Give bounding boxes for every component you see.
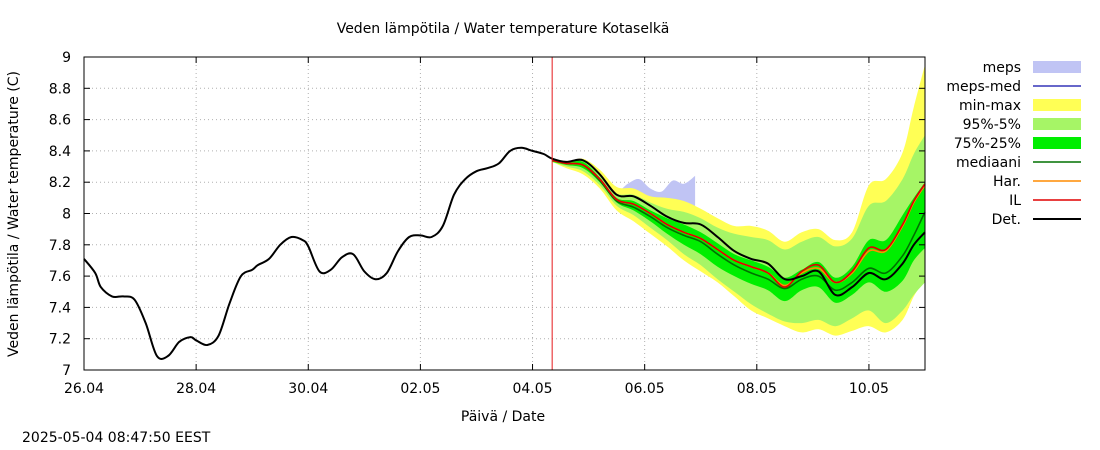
y-axis-ticks: 7 7.2 7.4 7.6 7.8 8 8.2 8.4 8.6 8.8 9 <box>49 50 925 379</box>
x-tick-label: 28.04 <box>176 381 216 397</box>
x-axis-ticks: 26.04 28.04 30.04 02.05 04.05 06.05 08.05 10.05 <box>64 57 889 397</box>
legend-label: 75%-25% <box>954 136 1021 152</box>
x-tick-label: 06.05 <box>625 381 665 397</box>
chart-title: Veden lämpötila / Water temperature Kota… <box>337 21 670 37</box>
series-line-mediaani <box>552 159 926 292</box>
y-tick-label: 7.4 <box>49 300 71 316</box>
series-band-75-25 <box>552 160 925 303</box>
legend-label: IL <box>1009 193 1021 209</box>
x-tick-label: 26.04 <box>64 381 104 397</box>
x-tick-label: 04.05 <box>512 381 552 397</box>
x-tick-label: 30.04 <box>288 381 328 397</box>
series-line-det <box>83 146 926 360</box>
y-tick-label: 8 <box>62 207 71 223</box>
legend-label: Det. <box>992 212 1021 228</box>
x-axis-label: Päivä / Date <box>461 409 545 425</box>
y-tick-label: 9 <box>62 50 71 66</box>
y-tick-label: 8.6 <box>49 113 71 129</box>
x-tick-label: 10.05 <box>849 381 889 397</box>
y-axis-label: Veden lämpötila / Water temperature (C) <box>6 71 22 357</box>
plot-area <box>83 57 926 370</box>
legend: meps meps-med min-max 95%-5% 75%-25% mediaani… <box>946 60 1081 228</box>
legend-swatch <box>1033 137 1081 149</box>
y-tick-label: 7 <box>62 363 71 379</box>
legend-label: min-max <box>959 98 1021 114</box>
x-tick-label: 08.05 <box>737 381 777 397</box>
x-tick-label: 02.05 <box>400 381 440 397</box>
y-tick-label: 8.8 <box>49 81 71 97</box>
legend-swatch <box>1033 99 1081 111</box>
legend-label: 95%-5% <box>963 117 1021 133</box>
y-tick-label: 7.8 <box>49 238 71 254</box>
legend-swatch <box>1033 61 1081 73</box>
legend-label: meps-med <box>946 79 1021 95</box>
timestamp: 2025-05-04 08:47:50 EEST <box>22 430 211 446</box>
series-line-il <box>552 159 926 288</box>
y-tick-label: 7.2 <box>49 332 71 348</box>
y-tick-label: 8.4 <box>49 144 71 160</box>
legend-label: mediaani <box>956 155 1021 171</box>
legend-label: meps <box>983 60 1021 76</box>
y-tick-label: 8.2 <box>49 175 71 191</box>
legend-swatch <box>1033 118 1081 130</box>
legend-label: Har. <box>993 174 1021 190</box>
y-tick-label: 7.6 <box>49 269 71 285</box>
